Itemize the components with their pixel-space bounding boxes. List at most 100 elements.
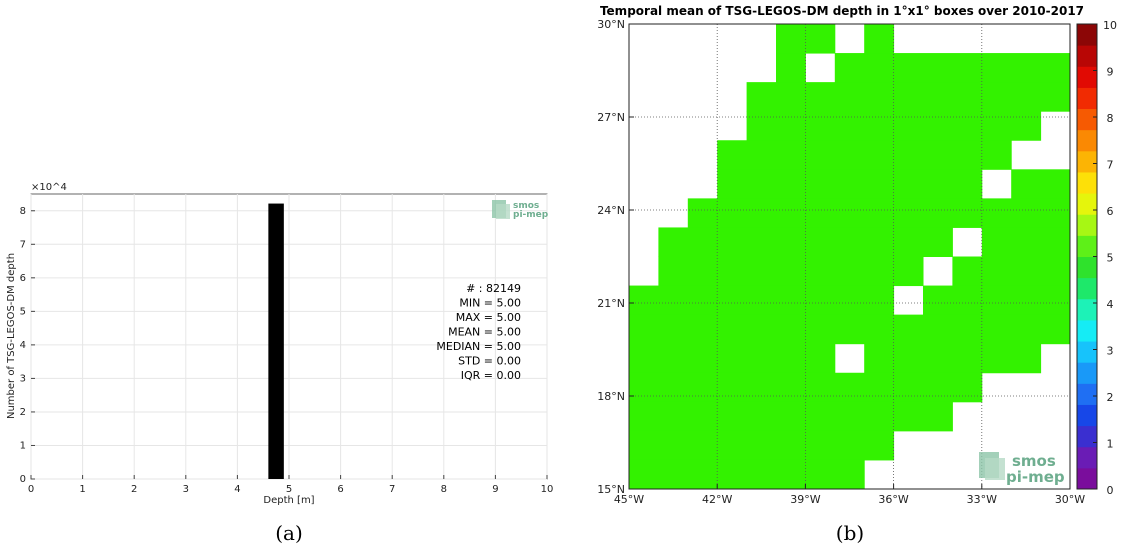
map-data-cell bbox=[834, 53, 1071, 83]
colorbar-segment bbox=[1077, 193, 1097, 215]
colorbar-segment bbox=[1077, 87, 1097, 110]
histogram-panel: 0 1 2 3 4 5 6 7 8 9 10 0 1 2 3 4 5 6 7 8 ×10^4 Depth [m] N… bbox=[6, 182, 553, 545]
colorbar-segment bbox=[1077, 425, 1097, 448]
colorbar-tick-label: 4 bbox=[1107, 298, 1114, 311]
map-data-cell bbox=[658, 256, 924, 287]
colorbar-segment bbox=[1077, 214, 1097, 236]
colorbar-tick-label: 7 bbox=[1107, 159, 1114, 172]
colorbar-segment bbox=[1077, 404, 1097, 427]
map-data-cell bbox=[687, 198, 1071, 228]
map-data-cell bbox=[717, 169, 983, 199]
histogram-x-tick-label: 3 bbox=[183, 484, 189, 495]
colorbar-segment bbox=[1077, 298, 1097, 321]
stats-line: MAX = 5.00 bbox=[456, 311, 521, 324]
histogram-x-tick-label: 10 bbox=[541, 484, 554, 495]
map-latitude-ticks: 15°N 18°N 21°N 24°N 27°N 30°N bbox=[597, 18, 634, 496]
map-latitude-label: 15°N bbox=[597, 483, 625, 496]
histogram-bars bbox=[268, 203, 284, 479]
stats-line: MEAN = 5.00 bbox=[448, 326, 521, 339]
map-data-cell bbox=[864, 24, 895, 54]
histogram-x-ticks: 0 1 2 3 4 5 6 7 8 9 10 bbox=[28, 475, 554, 495]
stats-line: STD = 0.00 bbox=[458, 355, 521, 368]
colorbar-segment bbox=[1077, 383, 1097, 405]
map-data-cell bbox=[629, 314, 1071, 345]
y-exponent-label: ×10^4 bbox=[31, 182, 67, 193]
stats-line: # : 82149 bbox=[466, 282, 521, 295]
map-data-cell bbox=[629, 401, 953, 432]
colorbar-segment bbox=[1077, 319, 1097, 342]
histogram-x-tick-label: 8 bbox=[441, 484, 447, 495]
map-frame bbox=[628, 23, 1071, 490]
map-cells bbox=[629, 24, 1071, 490]
map-latitude-label: 30°N bbox=[597, 18, 625, 31]
histogram-x-tick-label: 7 bbox=[389, 484, 395, 495]
colorbar-segment bbox=[1077, 45, 1097, 67]
smos-pimep-logo-map: smos pi-mep bbox=[979, 452, 1065, 486]
histogram-x-tick-label: 5 bbox=[286, 484, 292, 495]
colorbar-segment bbox=[1077, 108, 1097, 131]
map-longitude-label: 30°W bbox=[1055, 493, 1085, 506]
colorbar-tick-label: 10 bbox=[1103, 19, 1117, 32]
map-longitude-label: 45°W bbox=[614, 493, 644, 506]
histogram-y-tick-label: 0 bbox=[20, 474, 26, 485]
map-latitude-label: 27°N bbox=[597, 111, 625, 124]
histogram-y-tick-label: 4 bbox=[20, 340, 26, 351]
map-data-cell bbox=[629, 459, 865, 490]
map-longitude-label: 33°W bbox=[967, 493, 997, 506]
histogram-y-tick-label: 7 bbox=[20, 239, 26, 250]
histogram-y-tick-label: 6 bbox=[20, 273, 26, 284]
y-axis-label: Number of TSG-LEGOS-DM depth bbox=[6, 253, 17, 419]
histogram-x-tick-label: 2 bbox=[131, 484, 137, 495]
map-grid bbox=[629, 24, 1070, 489]
colorbar-segment bbox=[1077, 24, 1097, 46]
colorbar-segment bbox=[1077, 341, 1097, 363]
colorbar-segment bbox=[1077, 467, 1097, 490]
colorbar-tick-label: 8 bbox=[1107, 112, 1114, 125]
map-latitude-label: 18°N bbox=[597, 390, 625, 403]
stats-line: MIN = 5.00 bbox=[459, 297, 521, 310]
logo-mark-front bbox=[496, 204, 510, 219]
histogram-x-tick-label: 6 bbox=[337, 484, 343, 495]
colorbar-segment bbox=[1077, 129, 1097, 152]
histogram-grid bbox=[30, 194, 548, 480]
smos-pimep-logo: smos pi-mep bbox=[492, 200, 549, 220]
map-title: Temporal mean of TSG-LEGOS-DM depth in 1… bbox=[600, 4, 1084, 18]
histogram-y-tick-label: 3 bbox=[20, 373, 26, 384]
map-panel: Temporal mean of TSG-LEGOS-DM depth in 1… bbox=[597, 4, 1117, 545]
histogram-y-ticks: 0 1 2 3 4 5 6 7 8 bbox=[20, 206, 35, 485]
logo-pimep-text: pi-mep bbox=[513, 210, 549, 220]
histogram-bar bbox=[268, 203, 284, 479]
colorbar-tick-label: 0 bbox=[1107, 484, 1114, 497]
map-longitude-label: 36°W bbox=[878, 493, 908, 506]
colorbar-segment bbox=[1077, 235, 1097, 257]
colorbar-tick-label: 9 bbox=[1107, 66, 1114, 79]
map-data-cell bbox=[776, 24, 836, 54]
map-data-cell bbox=[776, 53, 806, 83]
histogram-x-tick-label: 1 bbox=[79, 484, 85, 495]
logo-smos-text: smos bbox=[513, 201, 539, 211]
colorbar-segment bbox=[1077, 277, 1097, 300]
colorbar: 0 1 2 3 4 5 6 7 8 9 10 bbox=[1076, 19, 1117, 497]
colorbar-tick-label: 3 bbox=[1107, 345, 1114, 358]
map-data-cell bbox=[629, 343, 836, 374]
panel-b-caption: (b) bbox=[836, 521, 864, 545]
map-data-cell bbox=[746, 111, 1042, 141]
map-data-cell bbox=[923, 285, 1071, 316]
colorbar-segment bbox=[1077, 256, 1097, 279]
histogram-y-tick-label: 2 bbox=[20, 407, 26, 418]
map-latitude-label: 24°N bbox=[597, 204, 625, 217]
map-data-cell bbox=[1011, 169, 1071, 199]
colorbar-tick-label: 5 bbox=[1107, 252, 1114, 265]
histogram-y-tick-label: 8 bbox=[20, 206, 26, 217]
map-data-cell bbox=[952, 256, 1071, 287]
colorbar-segment bbox=[1077, 150, 1097, 173]
map-data-cell bbox=[717, 140, 1012, 170]
histogram-x-tick-label: 0 bbox=[28, 484, 34, 495]
map-data-cell bbox=[629, 285, 895, 316]
stats-line: MEDIAN = 5.00 bbox=[436, 340, 521, 353]
colorbar-tick-label: 2 bbox=[1107, 391, 1114, 404]
map-longitude-label: 39°W bbox=[790, 493, 820, 506]
histogram-x-tick-label: 4 bbox=[234, 484, 240, 495]
